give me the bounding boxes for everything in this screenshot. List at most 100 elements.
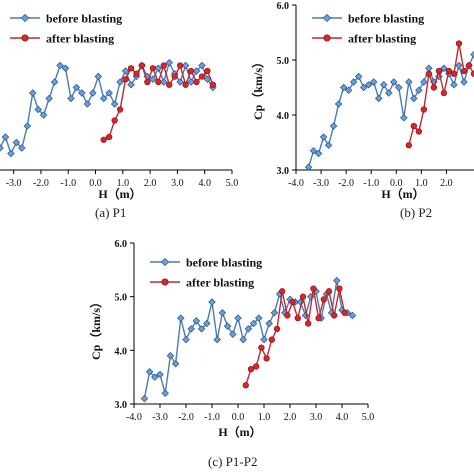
data-point-after <box>247 365 255 373</box>
data-point-after <box>284 312 291 319</box>
data-point-after <box>133 70 140 77</box>
chart-panel-2: -4.0 -3.0 -2.0 -1.0 0.0 1.0 2.0 3.0 4.0 5.0 6.0 H（m… <box>250 1 474 201</box>
data-point-before <box>270 309 279 317</box>
y-axis-title: Cp（km/s） <box>250 56 265 120</box>
y-tick-label: 4.0 <box>115 346 128 357</box>
legend-marker-after <box>161 278 169 286</box>
data-point-before <box>218 309 227 317</box>
x-tick-label: -3.0 <box>152 412 168 423</box>
data-point-after <box>155 78 162 86</box>
data-point-before <box>249 319 258 328</box>
x-tick-label: 3.0 <box>171 178 184 189</box>
data-point-after <box>470 70 474 77</box>
data-point-before <box>165 58 173 67</box>
series-line-after <box>103 63 214 141</box>
data-point-before <box>455 61 463 70</box>
data-point-before <box>354 72 363 81</box>
data-point-before <box>349 78 358 86</box>
y-tick-label: 5.0 <box>115 293 128 304</box>
data-point-before <box>309 146 318 155</box>
data-point-before <box>260 335 268 344</box>
series-line-after <box>408 43 474 146</box>
data-point-after <box>279 288 286 295</box>
data-point-after <box>289 298 296 306</box>
data-point-after <box>204 67 211 75</box>
data-point-before <box>0 144 4 152</box>
data-point-after <box>258 344 265 351</box>
data-point-before <box>161 389 169 398</box>
data-point-before <box>425 64 433 73</box>
data-point-before <box>420 78 428 86</box>
data-point-before <box>470 50 474 59</box>
x-tick-label: 2.0 <box>284 412 297 423</box>
x-axis-title: H（m） <box>218 424 261 439</box>
x-tick-label: 3.0 <box>310 412 323 423</box>
y-axis-title: Cp（km/s） <box>88 296 103 360</box>
data-point-before <box>384 89 393 97</box>
data-point-before <box>344 86 353 95</box>
data-point-after <box>263 355 270 362</box>
data-point-before <box>364 80 373 89</box>
x-axis-title: H（m） <box>98 186 141 201</box>
data-point-before <box>18 144 26 152</box>
data-point-after <box>310 285 317 292</box>
legend-label: after blasting <box>46 32 114 46</box>
data-point-after <box>294 314 301 322</box>
data-point-after <box>111 117 118 124</box>
data-point-before <box>187 78 195 86</box>
x-tick-label: -4.0 <box>288 178 304 189</box>
data-point-before <box>94 72 103 81</box>
x-tick-label: 4.0 <box>336 412 349 423</box>
data-point-after <box>299 293 307 300</box>
data-point-before <box>89 89 97 97</box>
data-point-after <box>305 320 312 327</box>
x-tick-label: 0.0 <box>232 412 245 423</box>
x-tick-label: 1.0 <box>117 178 130 189</box>
data-point-before <box>198 61 206 70</box>
y-tick-label: 6.0 <box>277 1 290 12</box>
data-point-before <box>379 80 388 89</box>
data-point-before <box>151 373 159 381</box>
caption-p1: (a) P1 <box>95 205 127 220</box>
data-point-before <box>208 298 216 306</box>
data-point-before <box>405 78 413 86</box>
data-point-after <box>144 78 151 86</box>
x-tick-label: -4.0 <box>126 412 142 423</box>
legend-label: after blasting <box>348 32 416 46</box>
data-point-after <box>171 73 178 80</box>
x-tick-label: 2.0 <box>144 178 157 189</box>
x-tick-label: -1.0 <box>204 412 220 423</box>
chart-panel-3: -4.0 -3.0 -2.0 -1.0 0.0 1.0 2.0 3.0 4.0 5.0 3.0 4.0… <box>88 239 374 439</box>
data-point-before <box>339 83 348 92</box>
data-point-after <box>450 70 458 77</box>
data-point-after <box>100 136 107 143</box>
data-point-before <box>348 311 357 320</box>
data-point-before <box>50 78 59 86</box>
data-point-before <box>110 100 119 108</box>
data-point-after <box>325 288 333 295</box>
data-point-before <box>78 89 86 97</box>
data-point-after <box>341 309 348 316</box>
data-point-after <box>336 285 343 292</box>
data-point-before <box>7 149 15 158</box>
data-point-after <box>160 62 167 69</box>
x-tick-label: 1.0 <box>258 412 271 423</box>
x-tick-label: -3.0 <box>6 178 22 189</box>
y-tick-label: 6.0 <box>115 239 128 250</box>
data-point-before <box>176 78 184 86</box>
data-point-before <box>334 100 343 108</box>
data-point-before <box>140 394 149 403</box>
data-point-after <box>331 312 338 319</box>
data-point-after <box>242 382 249 389</box>
data-point-before <box>166 351 175 360</box>
legend-label: before blasting <box>348 12 424 26</box>
data-point-before <box>239 335 247 344</box>
data-point-before <box>314 149 323 158</box>
caption-p1-p2: (c) P1-P2 <box>208 454 258 469</box>
data-point-after <box>415 128 422 135</box>
data-point-before <box>390 78 398 86</box>
data-point-before <box>400 113 408 122</box>
data-point-before <box>149 75 157 84</box>
legend-label: before blasting <box>186 256 262 270</box>
data-point-before <box>156 370 164 379</box>
